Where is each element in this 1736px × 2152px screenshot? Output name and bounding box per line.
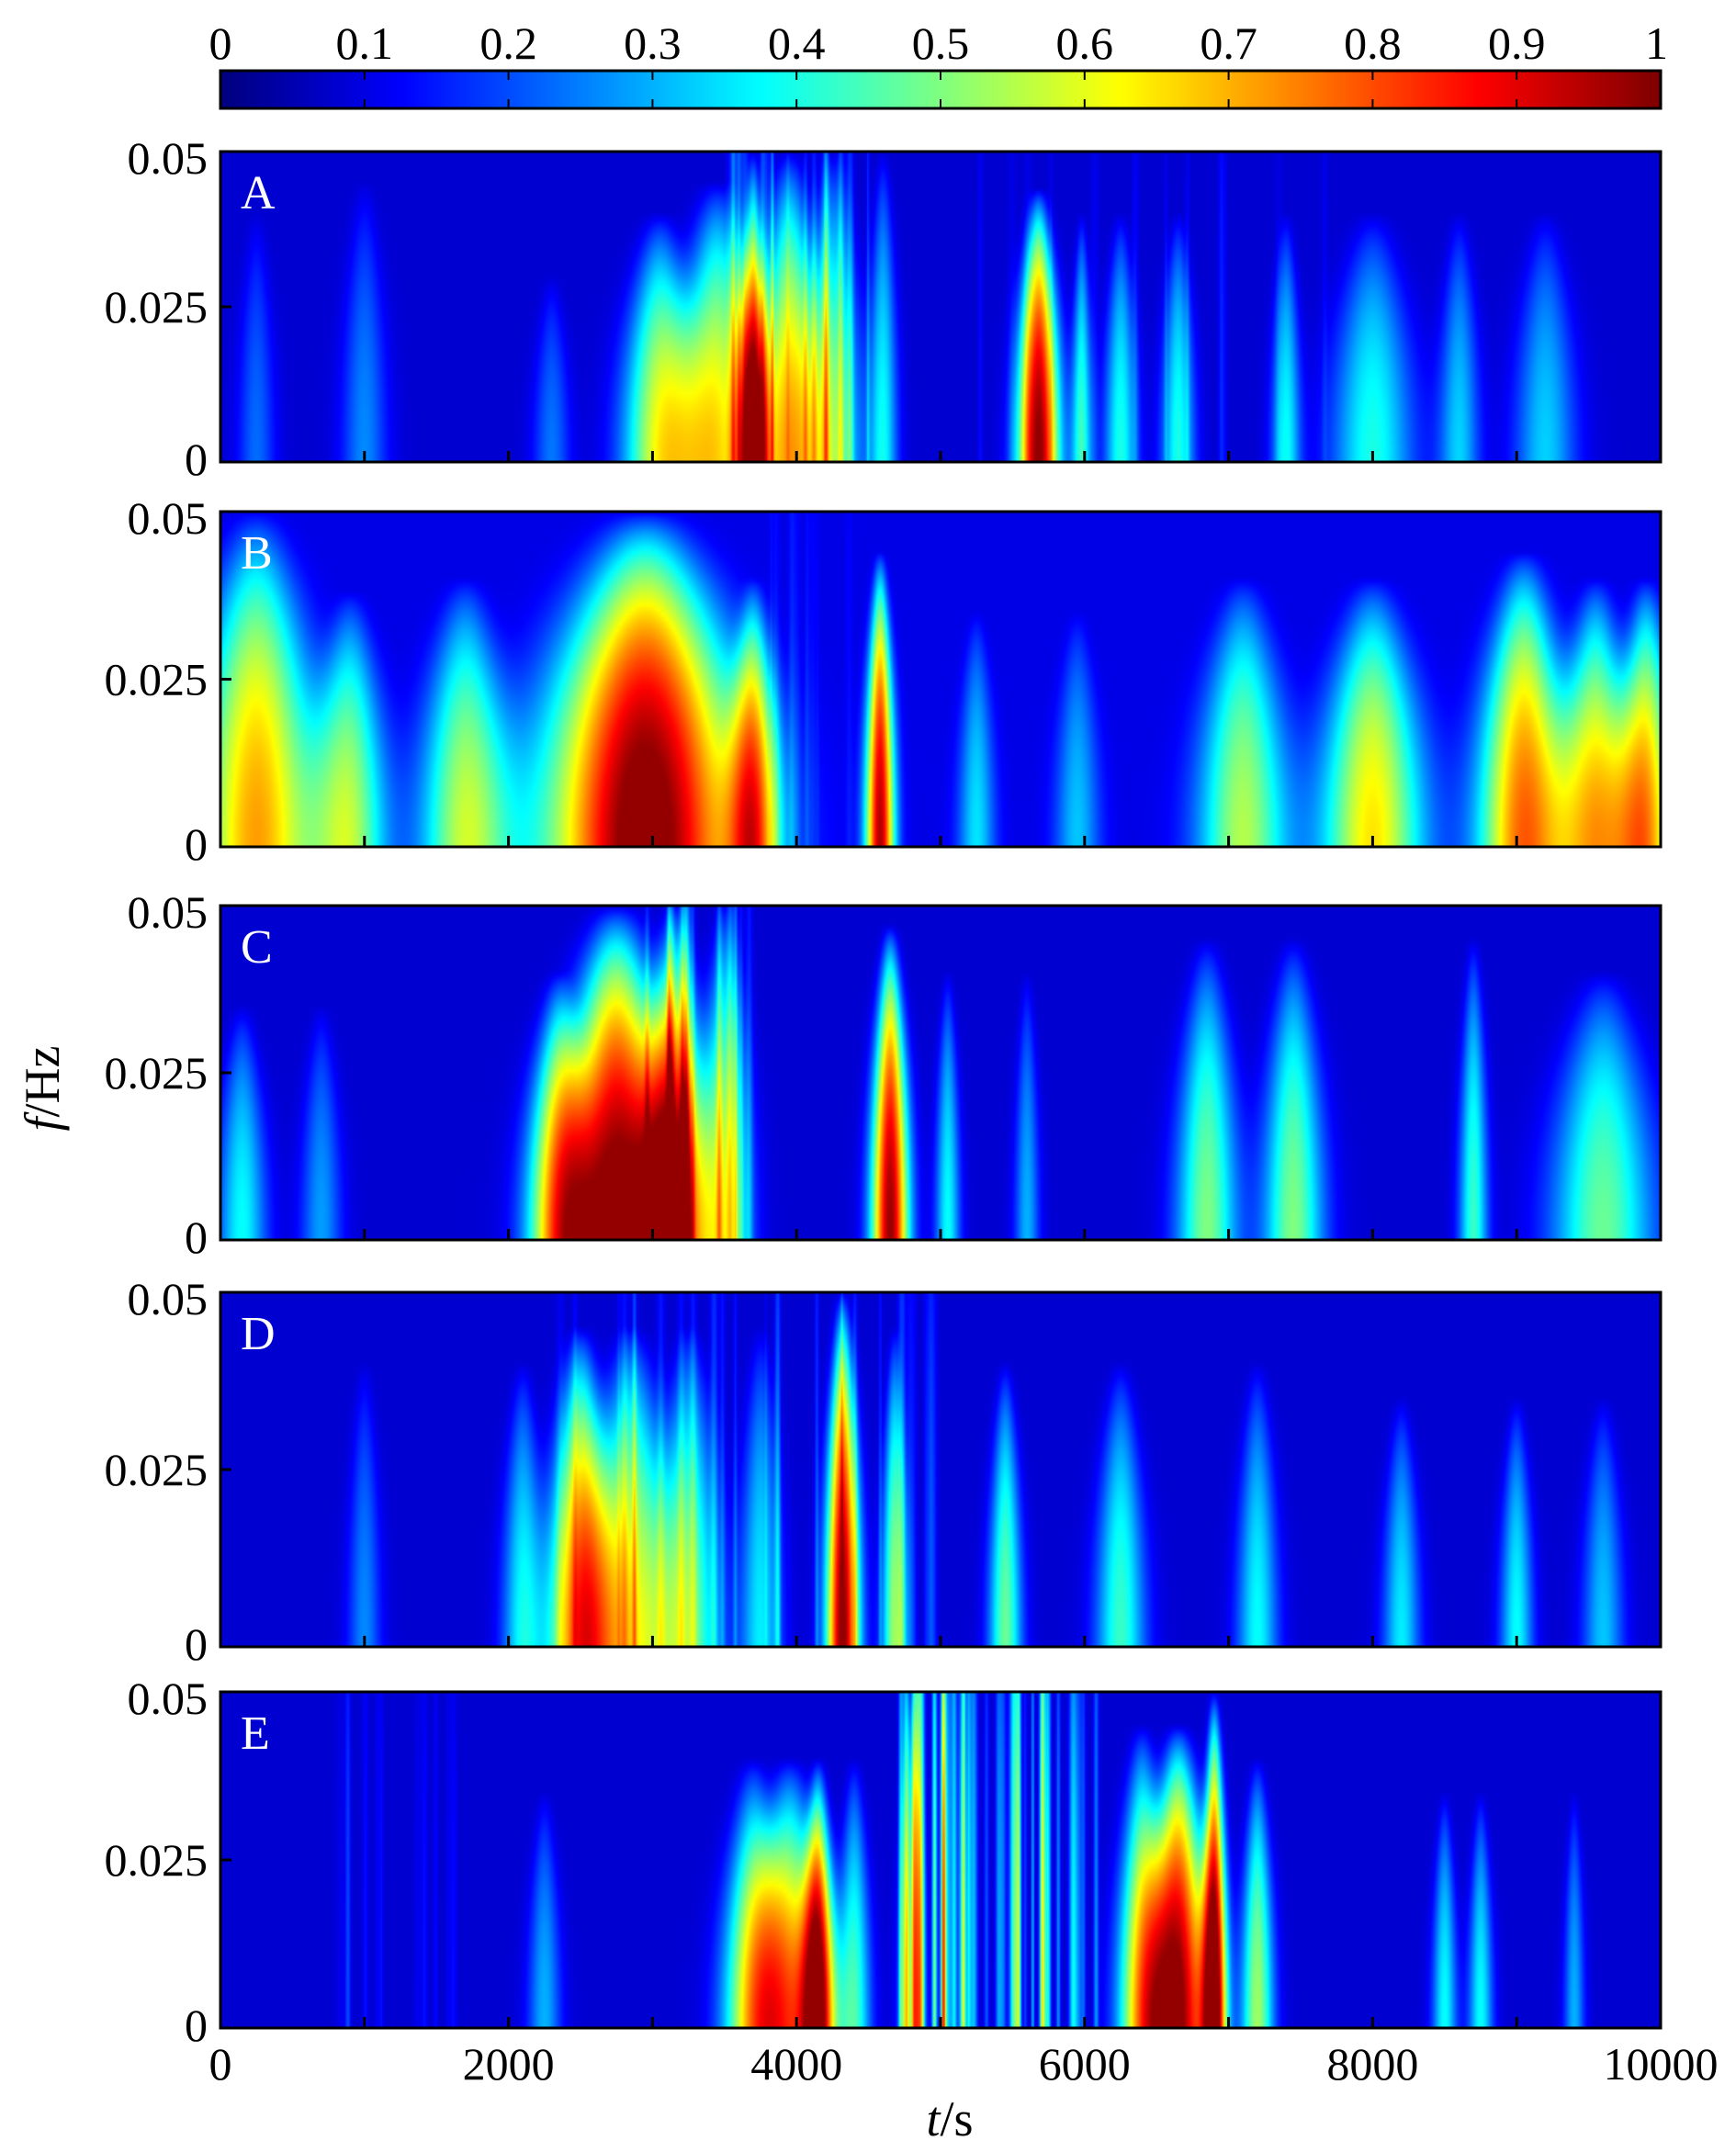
y-tick-label: 0.025 xyxy=(105,1834,209,1886)
panel-e: 0 0.025 0.05 E xyxy=(105,1673,1663,2051)
colorbar-tick-label: 0.3 xyxy=(624,17,682,69)
panel-label: C xyxy=(241,921,273,974)
y-axis-label-unit: /Hz xyxy=(15,1046,70,1118)
panel-label: B xyxy=(241,527,273,580)
heatmap-image xyxy=(220,906,1661,1240)
colorbar-tick-label: 0.6 xyxy=(1056,17,1114,69)
colorbar-tick-label: 0.1 xyxy=(336,17,394,69)
x-axis-label-unit: /s xyxy=(940,2091,973,2146)
x-tick-label: 10000 xyxy=(1604,2038,1719,2090)
colorbar-tick-label: 0.5 xyxy=(912,17,970,69)
y-tick-label: 0 xyxy=(185,2000,208,2051)
panel-a: 0 0.025 0.05 A xyxy=(105,132,1663,485)
colorbar-tick-label: 0.7 xyxy=(1200,17,1257,69)
colorbar-tick-label: 0.9 xyxy=(1488,17,1546,69)
heatmap-image xyxy=(220,1292,1661,1647)
x-axis-label-var: t xyxy=(926,2091,941,2146)
heatmap-image xyxy=(220,1692,1661,2028)
panel-label: A xyxy=(241,167,276,220)
colorbar: 0 0.1 0.2 0.3 0.4 0.5 0.6 0.7 0.8 0.9 1 xyxy=(209,17,1668,110)
panel-label: D xyxy=(241,1308,276,1360)
y-tick-label: 0.05 xyxy=(128,492,209,544)
panel-b: 0 0.025 0.05 B xyxy=(105,492,1663,870)
panel-c: 0 0.025 0.05 C xyxy=(105,886,1663,1263)
x-tick-label: 4000 xyxy=(750,2038,842,2090)
colorbar-tick-label: 0 xyxy=(209,17,232,69)
y-tick-label: 0.025 xyxy=(105,281,209,332)
y-tick-label: 0.05 xyxy=(128,886,209,938)
y-axis-label: f/Hz xyxy=(15,1046,70,1132)
x-axis-label: t/s xyxy=(926,2091,973,2146)
colorbar-tick-label: 1 xyxy=(1645,17,1668,69)
x-tick-label: 8000 xyxy=(1326,2038,1418,2090)
y-tick-label: 0.05 xyxy=(128,132,209,184)
y-tick-label: 0.025 xyxy=(105,1047,209,1099)
y-tick-label: 0 xyxy=(185,1211,208,1263)
x-axis: 0 2000 4000 6000 8000 10000 xyxy=(209,2038,1719,2090)
colorbar-tick-label: 0.2 xyxy=(479,17,537,69)
y-tick-label: 0 xyxy=(185,434,208,485)
y-tick-label: 0 xyxy=(185,1618,208,1670)
x-tick-label: 2000 xyxy=(463,2038,555,2090)
panel-label: E xyxy=(241,1707,270,1760)
x-tick-label: 6000 xyxy=(1039,2038,1131,2090)
heatmap-image xyxy=(220,152,1661,462)
x-tick-label: 0 xyxy=(209,2038,232,2090)
y-tick-label: 0 xyxy=(185,818,208,870)
y-tick-label: 0.05 xyxy=(128,1673,209,1724)
colorbar-tick-label: 0.8 xyxy=(1344,17,1402,69)
y-tick-label: 0.025 xyxy=(105,1444,209,1495)
heatmap-image xyxy=(220,512,1661,847)
panel-d: 0 0.025 0.05 D xyxy=(105,1273,1663,1670)
heatmap-panels: 00.0250.05A00.0250.05B00.0250.05C00.0250… xyxy=(105,132,1663,2051)
y-tick-label: 0.05 xyxy=(128,1273,209,1324)
y-tick-label: 0.025 xyxy=(105,654,209,705)
colorbar-tick-label: 0.4 xyxy=(768,17,826,69)
